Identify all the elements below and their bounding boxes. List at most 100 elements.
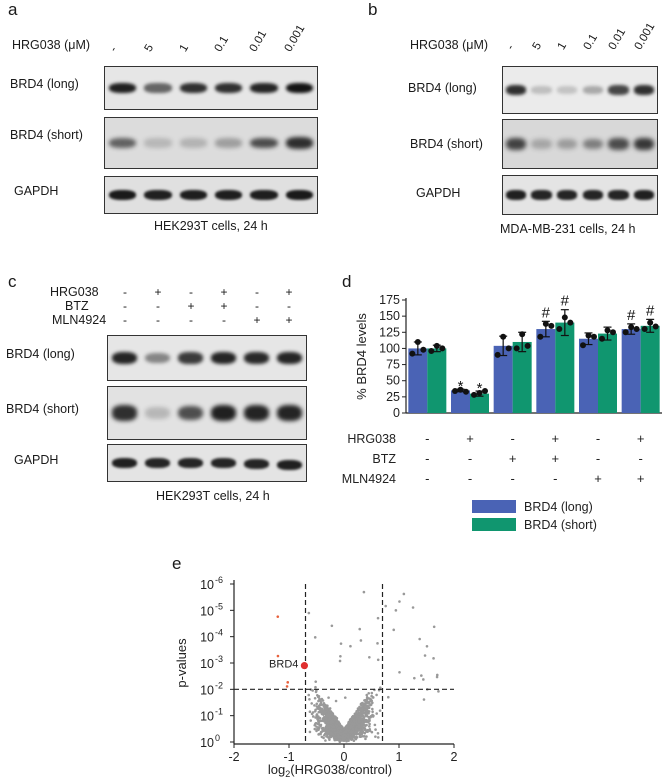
e-data-point: [313, 696, 317, 700]
d-significance-marker: *: [458, 378, 464, 395]
e-data-point: [327, 710, 331, 714]
d-data-point: [599, 335, 605, 342]
d-bar-long: [579, 338, 598, 413]
e-data-point: [327, 713, 331, 717]
e-data-point: [435, 675, 439, 679]
d-bar-long: [408, 348, 428, 413]
panel-c-treat-mln: MLN4924: [52, 313, 107, 327]
e-data-point: [321, 719, 325, 723]
e-y-tick-exponent: -2: [215, 680, 223, 690]
d-treatment-sign: +: [637, 431, 645, 446]
e-data-point: [375, 693, 378, 697]
e-y-tick-exponent: -5: [215, 601, 223, 611]
e-data-point: [375, 712, 379, 715]
e-data-point: [367, 715, 370, 719]
e-data-point: [425, 644, 429, 648]
e-data-point: [361, 702, 364, 706]
e-data-point: [338, 659, 342, 663]
e-data-point: [437, 690, 440, 693]
e-data-point: [376, 736, 380, 739]
e-data-point: [376, 658, 380, 662]
e-data-point: [365, 735, 368, 738]
panel-b-dose-label: -: [504, 42, 517, 52]
panel-c-blot-brd4-long: [107, 335, 307, 381]
e-data-point: [374, 728, 377, 731]
panel-c-sign: -: [287, 299, 291, 313]
e-data-point: [422, 678, 425, 681]
d-data-point: [610, 329, 616, 336]
blot-band: [285, 137, 314, 149]
d-data-point: [519, 331, 526, 338]
d-data-point: [428, 348, 435, 355]
e-data-point: [314, 685, 317, 689]
d-data-point: [409, 350, 416, 357]
d-treatment-sign: -: [468, 451, 472, 466]
d-treatment-sign: -: [510, 471, 514, 486]
e-data-point: [311, 715, 315, 718]
e-data-point: [365, 708, 369, 712]
e-data-point: [368, 729, 372, 733]
e-data-point: [313, 636, 317, 639]
e-data-point: [369, 703, 373, 706]
panel-a-dose-label: 0.01: [247, 28, 270, 54]
d-y-tick-label: 175: [379, 293, 400, 307]
panel-a-caption: HEK293T cells, 24 h: [154, 219, 268, 233]
panel-b-blot-brd4-short: [502, 119, 658, 169]
blot-band: [250, 137, 278, 149]
e-data-point: [329, 721, 333, 725]
blot-band: [582, 86, 603, 94]
blot-band: [243, 458, 270, 470]
panel-a-header: HRG038 (μM): [12, 38, 91, 52]
e-data-point: [359, 735, 363, 738]
e-data-point: [354, 727, 358, 731]
e-data-point: [276, 615, 280, 618]
d-treatment-label: BTZ: [372, 452, 396, 466]
e-y-tick-exponent: -3: [215, 654, 223, 664]
blot-band: [243, 351, 270, 365]
e-data-point: [367, 692, 371, 695]
panel-c-sign: -: [156, 299, 160, 313]
e-data-point: [314, 680, 318, 683]
e-data-point: [354, 737, 358, 741]
e-data-point: [368, 655, 371, 659]
e-data-point: [361, 712, 364, 716]
e-data-point: [360, 722, 364, 726]
e-data-point: [326, 735, 330, 739]
e-data-point: [324, 716, 328, 720]
e-data-point: [313, 727, 317, 731]
e-data-point: [343, 696, 347, 699]
e-data-point: [309, 719, 313, 722]
panel-b-dose-label: 1: [555, 40, 570, 52]
e-data-point: [357, 724, 361, 728]
blot-band: [608, 190, 629, 200]
d-significance-marker: *: [477, 380, 483, 397]
e-data-point: [363, 735, 366, 738]
e-data-point: [326, 730, 329, 734]
e-data-point: [328, 718, 332, 721]
blot-band: [505, 190, 526, 200]
d-data-point: [561, 314, 568, 321]
e-data-point: [358, 729, 362, 732]
e-data-point: [366, 720, 370, 724]
e-data-point: [327, 696, 330, 699]
e-data-point: [328, 707, 331, 711]
d-bar-short: [470, 393, 489, 413]
d-data-point: [476, 389, 483, 396]
e-data-point: [358, 627, 362, 631]
d-data-point: [556, 326, 563, 333]
e-data-point: [347, 728, 351, 732]
e-data-point: [365, 695, 369, 699]
e-data-point: [361, 720, 364, 724]
d-data-point: [548, 322, 555, 329]
e-x-tick-label: 2: [451, 750, 458, 764]
e-data-point: [315, 727, 319, 731]
d-legend-label: BRD4 (short): [524, 518, 597, 532]
panel-e-letter: e: [172, 554, 182, 573]
e-data-point: [411, 606, 415, 609]
e-data-point: [355, 720, 358, 723]
e-data-point: [311, 711, 315, 714]
e-data-point: [348, 726, 352, 729]
e-data-point: [285, 685, 289, 688]
e-data-point: [358, 711, 362, 715]
e-data-point: [313, 704, 316, 707]
